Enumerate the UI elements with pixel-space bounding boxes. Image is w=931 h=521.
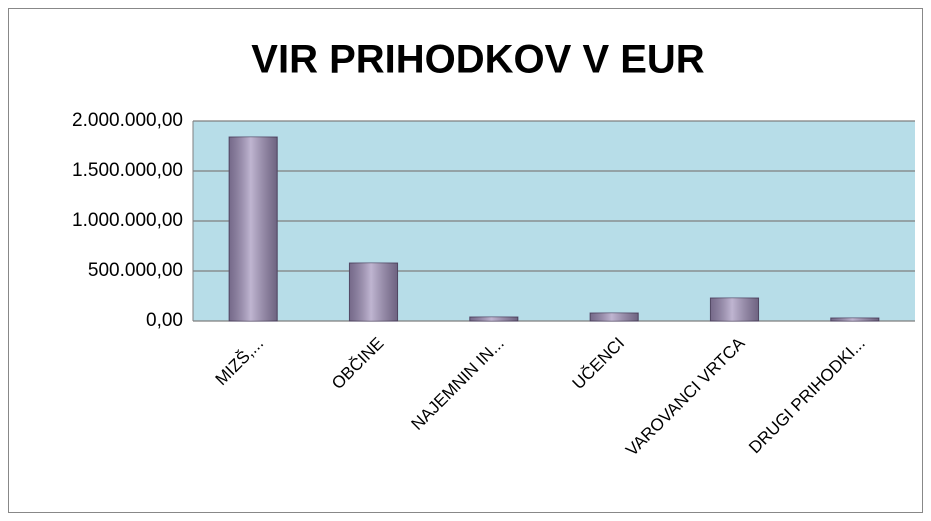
y-tick-label: 2.000.000,00 — [72, 110, 183, 131]
y-tick-label: 1.000.000,00 — [72, 210, 183, 231]
bar — [348, 262, 399, 322]
bar — [709, 297, 760, 322]
y-tick-label: 1.500.000,00 — [72, 160, 183, 181]
y-tick-label: 500.000,00 — [88, 260, 183, 281]
bar — [830, 317, 880, 322]
bar — [589, 312, 639, 322]
bar — [228, 136, 278, 322]
y-tick-label: 0,00 — [146, 310, 183, 331]
chart-title: VIR PRIHODKOV V EUR — [251, 38, 705, 82]
bar — [469, 316, 519, 322]
